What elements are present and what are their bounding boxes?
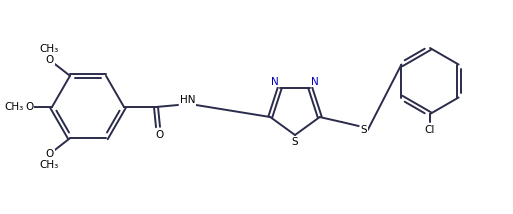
Text: O: O <box>46 55 54 65</box>
Text: S: S <box>361 125 367 135</box>
Text: HN: HN <box>180 95 196 105</box>
Text: N: N <box>271 77 279 87</box>
Text: CH₃: CH₃ <box>5 102 24 112</box>
Text: Cl: Cl <box>425 125 435 135</box>
Text: CH₃: CH₃ <box>40 160 58 170</box>
Text: O: O <box>46 149 54 159</box>
Text: CH₃: CH₃ <box>40 44 58 54</box>
Text: O: O <box>155 130 163 140</box>
Text: N: N <box>311 77 319 87</box>
Text: S: S <box>292 137 299 147</box>
Text: O: O <box>25 102 33 112</box>
